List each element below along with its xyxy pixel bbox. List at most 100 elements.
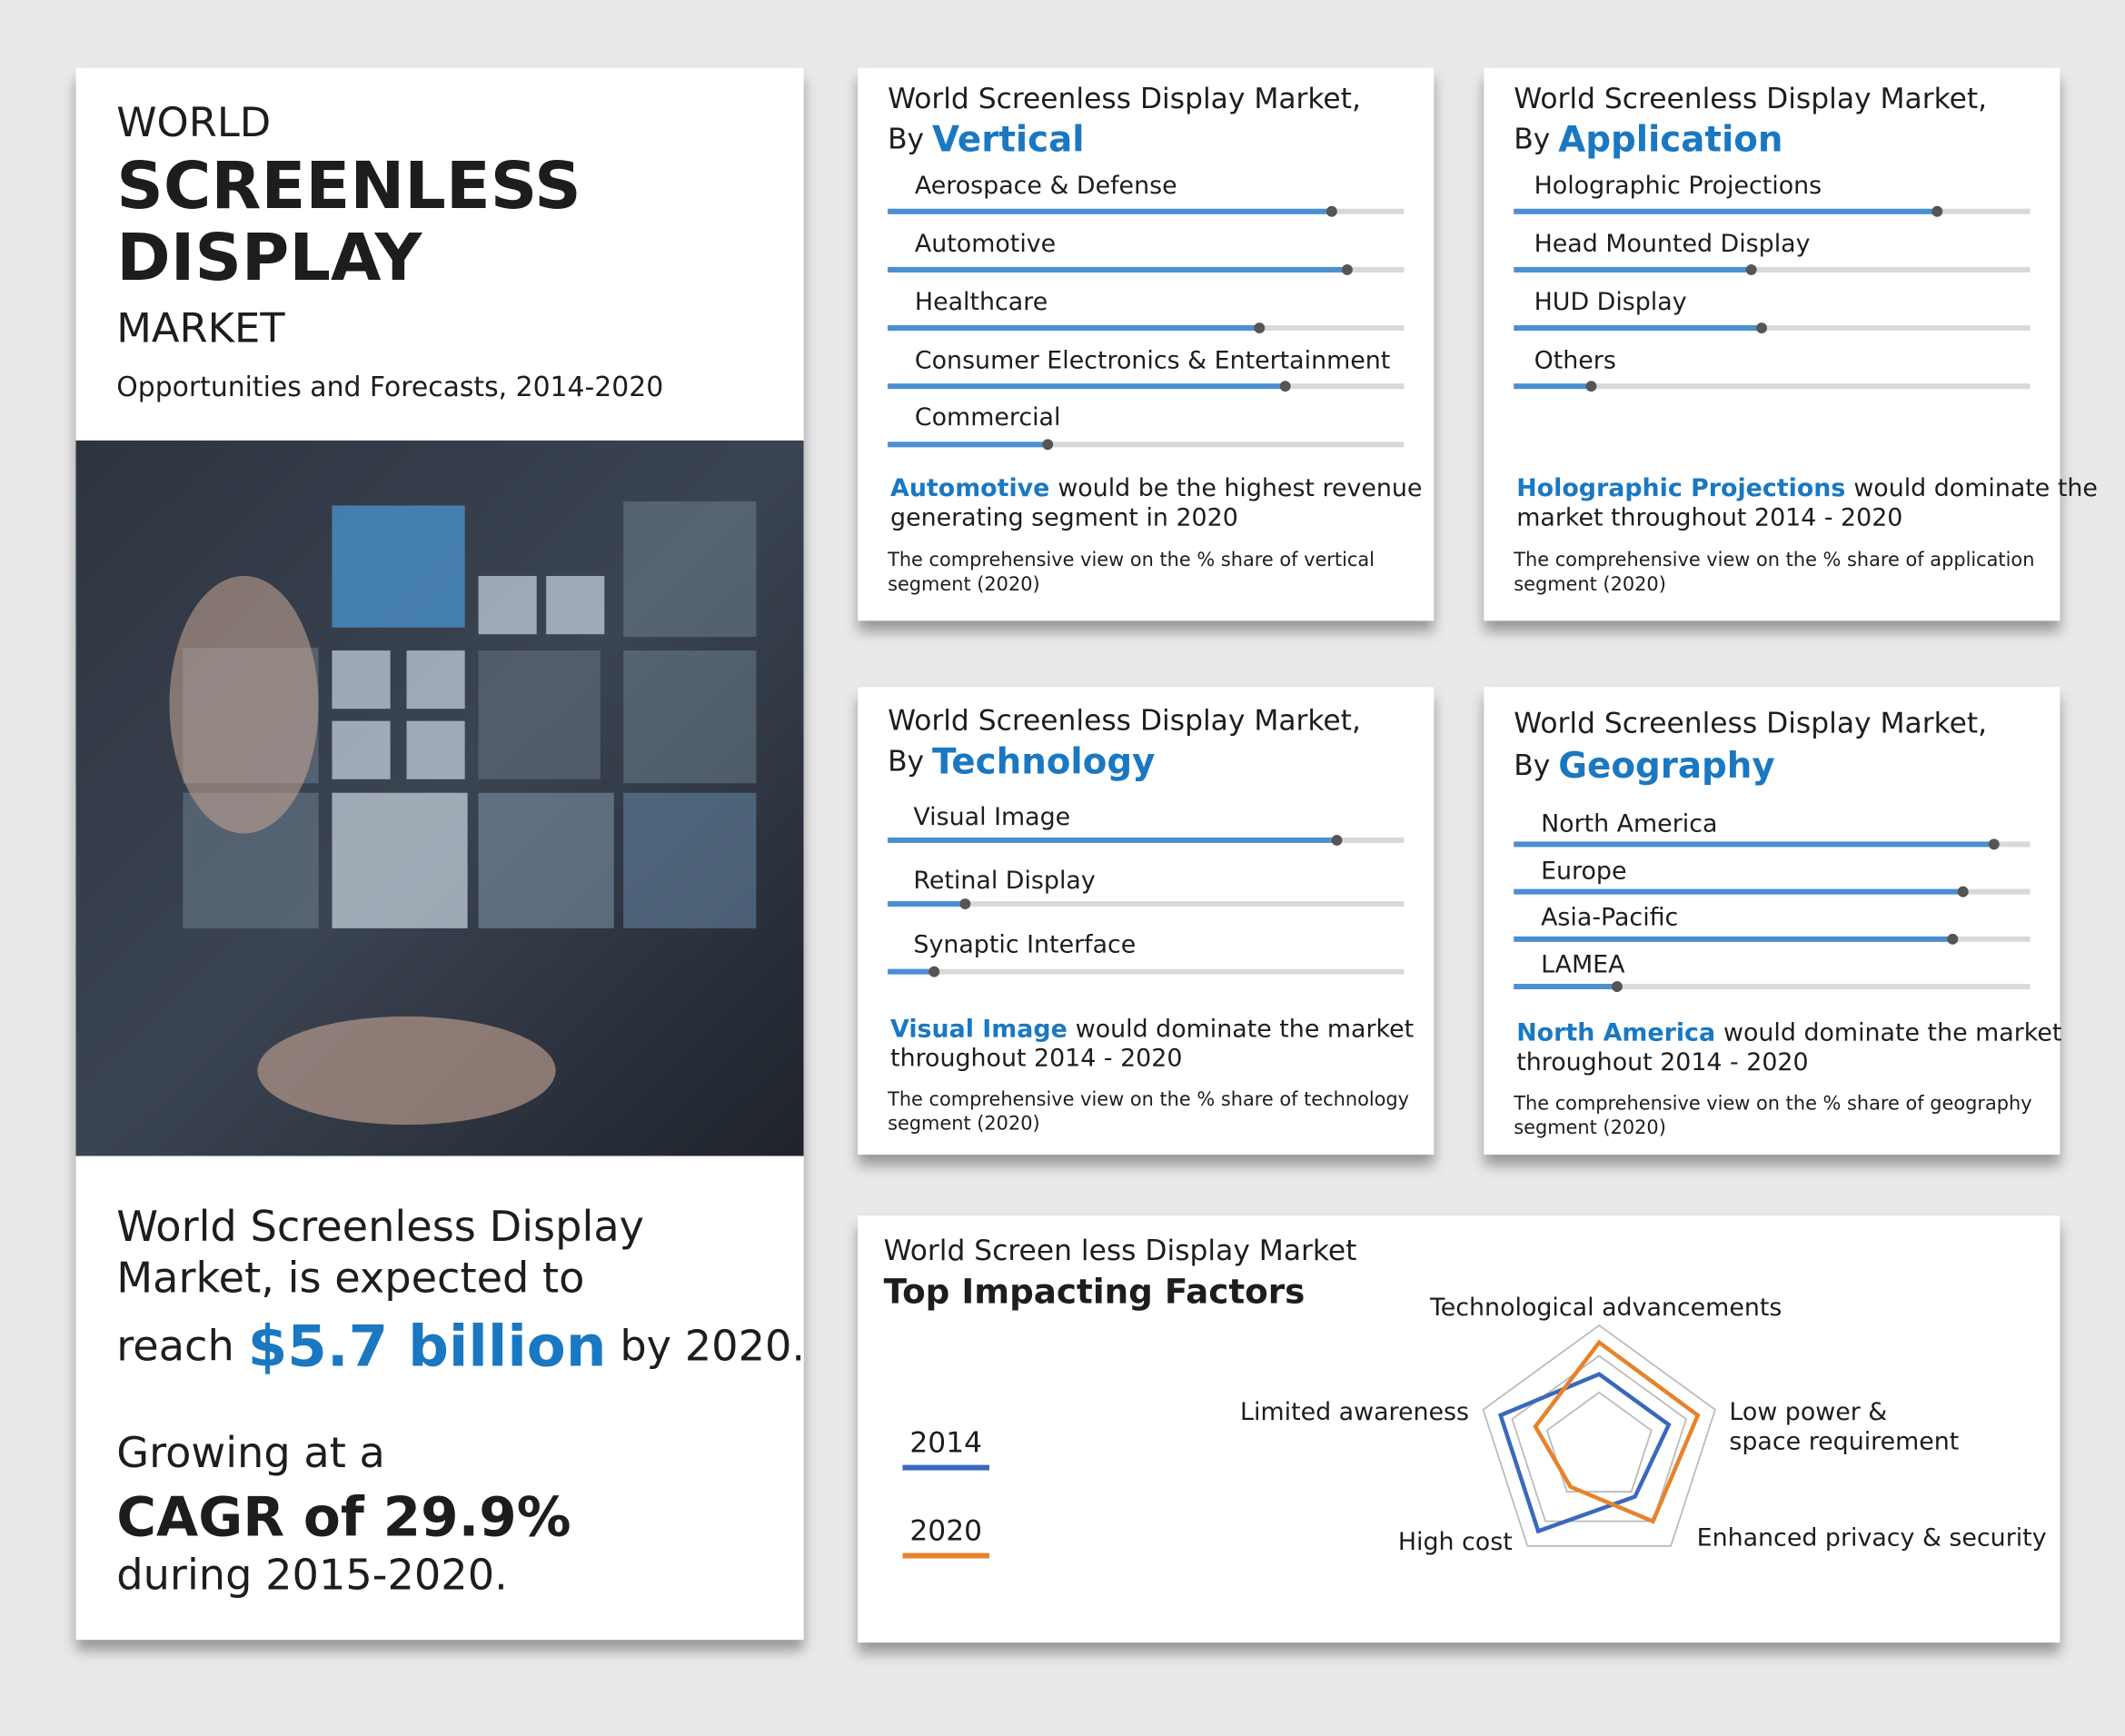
bar (888, 383, 1286, 390)
bar (888, 266, 1347, 273)
bar (1514, 984, 1617, 990)
bar-knob (1947, 933, 1959, 945)
summary-text: during 2015-2020. (116, 1550, 508, 1599)
bar-knob (1326, 205, 1337, 217)
note-text: throughout 2014 - 2020 (1516, 1048, 1808, 1076)
note-text: would dominate the market (1723, 1018, 2061, 1047)
caption: segment (2020) (1514, 1116, 1666, 1138)
radar-ring (1545, 1391, 1653, 1493)
note-highlight: Visual Image (890, 1015, 1067, 1043)
caption: segment (2020) (1514, 573, 1666, 595)
panel-title: World Screenless Display Market, (888, 83, 1361, 115)
panel-title: By Application (1514, 119, 1782, 160)
panel-title: World Screenless Display Market, (1514, 708, 1987, 740)
bar (1514, 841, 1994, 848)
item-label: Others (1534, 346, 1616, 374)
note-text: generating segment in 2020 (890, 503, 1238, 531)
item-label: North America (1541, 810, 1717, 838)
item-label: Automotive (915, 230, 1056, 258)
item-label: Visual Image (913, 803, 1070, 831)
radar-series (1533, 1339, 1701, 1524)
bar (1514, 888, 1963, 895)
hero-image (75, 440, 804, 1156)
item-label: Retinal Display (913, 867, 1095, 895)
radar-ring (1511, 1354, 1688, 1523)
note-highlight: North America (1516, 1018, 1715, 1047)
radar-series (1497, 1372, 1672, 1534)
bar (888, 325, 1260, 332)
note: Visual Image would dominate the market (890, 1015, 1414, 1043)
caption: segment (2020) (888, 1113, 1040, 1135)
note-text: would be the highest revenue (1058, 474, 1422, 502)
bar (888, 837, 1337, 843)
bar (1514, 383, 1592, 390)
track (888, 968, 1405, 975)
header-line: SCREENLESS (116, 148, 581, 223)
bar-knob (1279, 381, 1291, 392)
bar-knob (928, 966, 940, 977)
panel-dimension: Technology (932, 741, 1155, 782)
bar-knob (1756, 322, 1768, 334)
bar (1514, 936, 1953, 942)
panel-title: By Geography (1514, 745, 1774, 786)
radar-subtitle: Top Impacting Factors (884, 1272, 1306, 1312)
summary-amount: $5.7 billion (248, 1313, 607, 1379)
summary-text: reach (116, 1321, 234, 1370)
legend-swatch (902, 1464, 989, 1471)
axis-label: High cost (1398, 1528, 1513, 1556)
panel-dimension: Application (1558, 119, 1782, 160)
summary-text: Market, is expected to (116, 1254, 584, 1303)
bar-knob (1331, 834, 1343, 846)
item-label: Consumer Electronics & Entertainment (915, 346, 1390, 374)
summary-cagr: CAGR of 29.9% (116, 1486, 571, 1549)
summary-text: Growing at a (116, 1428, 385, 1477)
bar (888, 901, 966, 908)
note: Automotive would be the highest revenue (890, 474, 1422, 502)
subtitle: Opportunities and Forecasts, 2014-2020 (116, 372, 663, 403)
legend-swatch (902, 1552, 989, 1559)
legend-label: 2020 (909, 1515, 982, 1548)
note-text: throughout 2014 - 2020 (890, 1045, 1182, 1073)
panel-title: By Technology (888, 741, 1155, 782)
panel-title: World Screenless Display Market, (1514, 83, 1987, 115)
item-label: Head Mounted Display (1534, 230, 1811, 258)
panel (858, 67, 1435, 621)
bar-knob (1988, 838, 2000, 850)
item-label: Aerospace & Defense (915, 172, 1177, 200)
header-line: DISPLAY (116, 220, 422, 295)
axis-label: Low power & (1729, 1398, 1887, 1426)
track (1514, 266, 2031, 273)
summary-text: reach $5.7 billion by 2020. (116, 1313, 805, 1379)
summary-text: by 2020. (620, 1321, 805, 1370)
bar-knob (1042, 439, 1054, 451)
bar-knob (1585, 381, 1597, 392)
caption: The comprehensive view on the % share of… (1513, 1092, 2031, 1114)
item-label: Europe (1541, 858, 1626, 886)
panel-title: By Vertical (888, 119, 1085, 160)
bar-knob (959, 898, 971, 909)
panel-dimension: Vertical (932, 119, 1085, 160)
note-highlight: Automotive (890, 474, 1049, 502)
panel-title: World Screenless Display Market, (888, 705, 1361, 738)
bar-knob (1611, 981, 1623, 992)
bar (888, 968, 935, 975)
radar-title: World Screen less Display Market (884, 1235, 1357, 1267)
note-highlight: Holographic Projections (1516, 474, 1845, 502)
axis-label: Enhanced privacy & security (1697, 1524, 2047, 1552)
panel (858, 687, 1435, 1155)
panel (1484, 687, 2060, 1155)
panel (858, 1215, 2060, 1643)
bar-knob (1957, 886, 1969, 898)
track (1514, 325, 2031, 332)
track (888, 901, 1405, 908)
item-label: Healthcare (915, 288, 1048, 316)
panel-by: By (888, 124, 924, 156)
axis-label: Technological advancements (1429, 1294, 1782, 1322)
track (1514, 383, 2031, 390)
legend-label: 2014 (909, 1427, 982, 1460)
item-label: Commercial (915, 403, 1061, 432)
item-label: HUD Display (1534, 288, 1687, 316)
caption: The comprehensive view on the % share of… (1513, 549, 2034, 570)
